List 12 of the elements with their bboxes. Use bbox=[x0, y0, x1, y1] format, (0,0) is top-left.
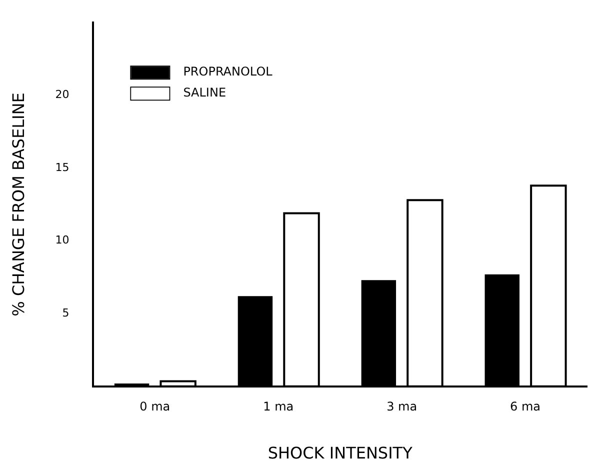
x-tick-label: 3 ma bbox=[386, 400, 418, 414]
y-tick-label: 20 bbox=[55, 88, 70, 102]
x-tick-label: 0 ma bbox=[140, 400, 170, 414]
legend-label: SALINE bbox=[183, 86, 226, 100]
x-tick-label: 6 ma bbox=[510, 400, 541, 414]
x-tick-label: 1 ma bbox=[263, 400, 294, 414]
y-axis-title: % CHANGE FROM BASELINE bbox=[8, 92, 28, 316]
y-tick-label: 10 bbox=[55, 234, 70, 247]
legend-label: PROPRANOLOL bbox=[183, 64, 273, 79]
x-axis-title: SHOCK INTENSITY bbox=[268, 444, 413, 463]
y-tick-label: 15 bbox=[55, 160, 70, 174]
y-tick-label: 5 bbox=[62, 306, 70, 320]
